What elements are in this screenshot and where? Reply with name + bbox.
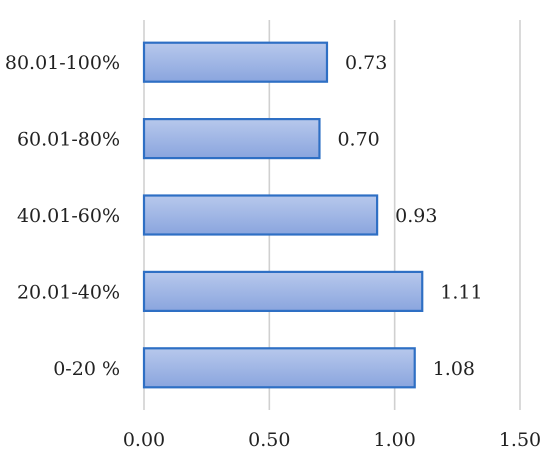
labels: 0.00 0.50 1.00 1.50 80.01-100% 0.73 60.01-80% 0… xyxy=(5,52,541,451)
bar xyxy=(142,41,329,83)
data-label: 0.73 xyxy=(345,52,387,74)
bar xyxy=(142,270,424,312)
bar xyxy=(142,117,321,160)
data-label: 1.08 xyxy=(433,358,475,380)
x-tick-label: 1.00 xyxy=(374,429,416,451)
category-label: 60.01-80% xyxy=(17,129,120,151)
category-label: 40.01-60% xyxy=(17,205,120,227)
x-tick-label: 0.00 xyxy=(123,429,165,451)
category-label: 0-20 % xyxy=(53,358,120,380)
category-label: 20.01-40% xyxy=(17,281,120,303)
x-tick-label: 1.50 xyxy=(499,429,541,451)
data-label: 1.11 xyxy=(440,281,482,303)
x-tick-label: 0.50 xyxy=(248,429,290,451)
bar xyxy=(142,194,379,236)
category-label: 80.01-100% xyxy=(5,52,120,74)
data-label: 0.70 xyxy=(337,129,379,151)
bar xyxy=(142,347,416,389)
data-label: 0.93 xyxy=(395,205,437,227)
bars xyxy=(142,41,424,389)
